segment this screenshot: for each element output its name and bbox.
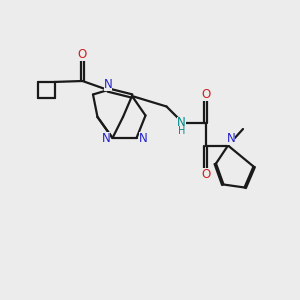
Text: N: N <box>103 78 112 91</box>
Text: N: N <box>226 132 236 146</box>
Text: O: O <box>201 167 210 181</box>
Text: O: O <box>78 47 87 61</box>
Text: N: N <box>177 116 186 130</box>
Text: N: N <box>101 131 110 145</box>
Text: N: N <box>139 131 148 145</box>
Text: O: O <box>201 88 210 101</box>
Text: H: H <box>178 125 185 136</box>
